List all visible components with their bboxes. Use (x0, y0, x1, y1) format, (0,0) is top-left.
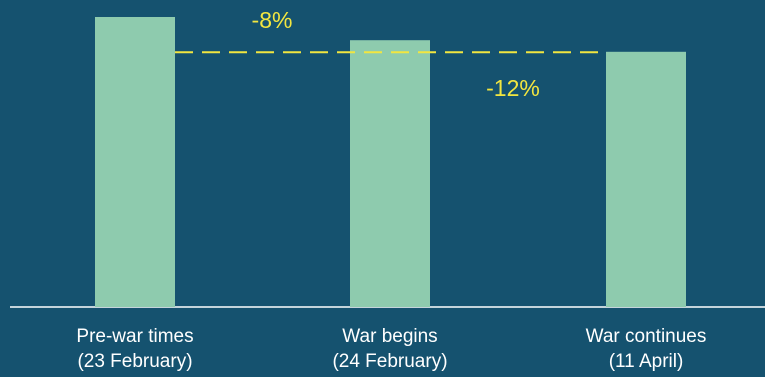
bar-3 (606, 51, 686, 307)
annotations-layer: -8% -12% (252, 7, 540, 101)
category-label-3: War continues (586, 326, 707, 347)
annotation-label-2: -12% (486, 75, 540, 101)
category-sublabel-2: (24 February) (332, 351, 447, 372)
category-sublabel-3: (11 April) (609, 351, 684, 372)
annotation-label-1: -8% (252, 7, 293, 33)
category-label-1: Pre-war times (76, 326, 193, 347)
category-sublabel-1: (23 February) (77, 351, 192, 372)
bar-2 (350, 40, 430, 307)
category-label-2: War begins (342, 326, 437, 347)
bar-1 (95, 17, 175, 307)
bars-layer (95, 17, 686, 307)
category-labels-layer: Pre-war times (23 February) War begins (24 … (76, 326, 706, 372)
